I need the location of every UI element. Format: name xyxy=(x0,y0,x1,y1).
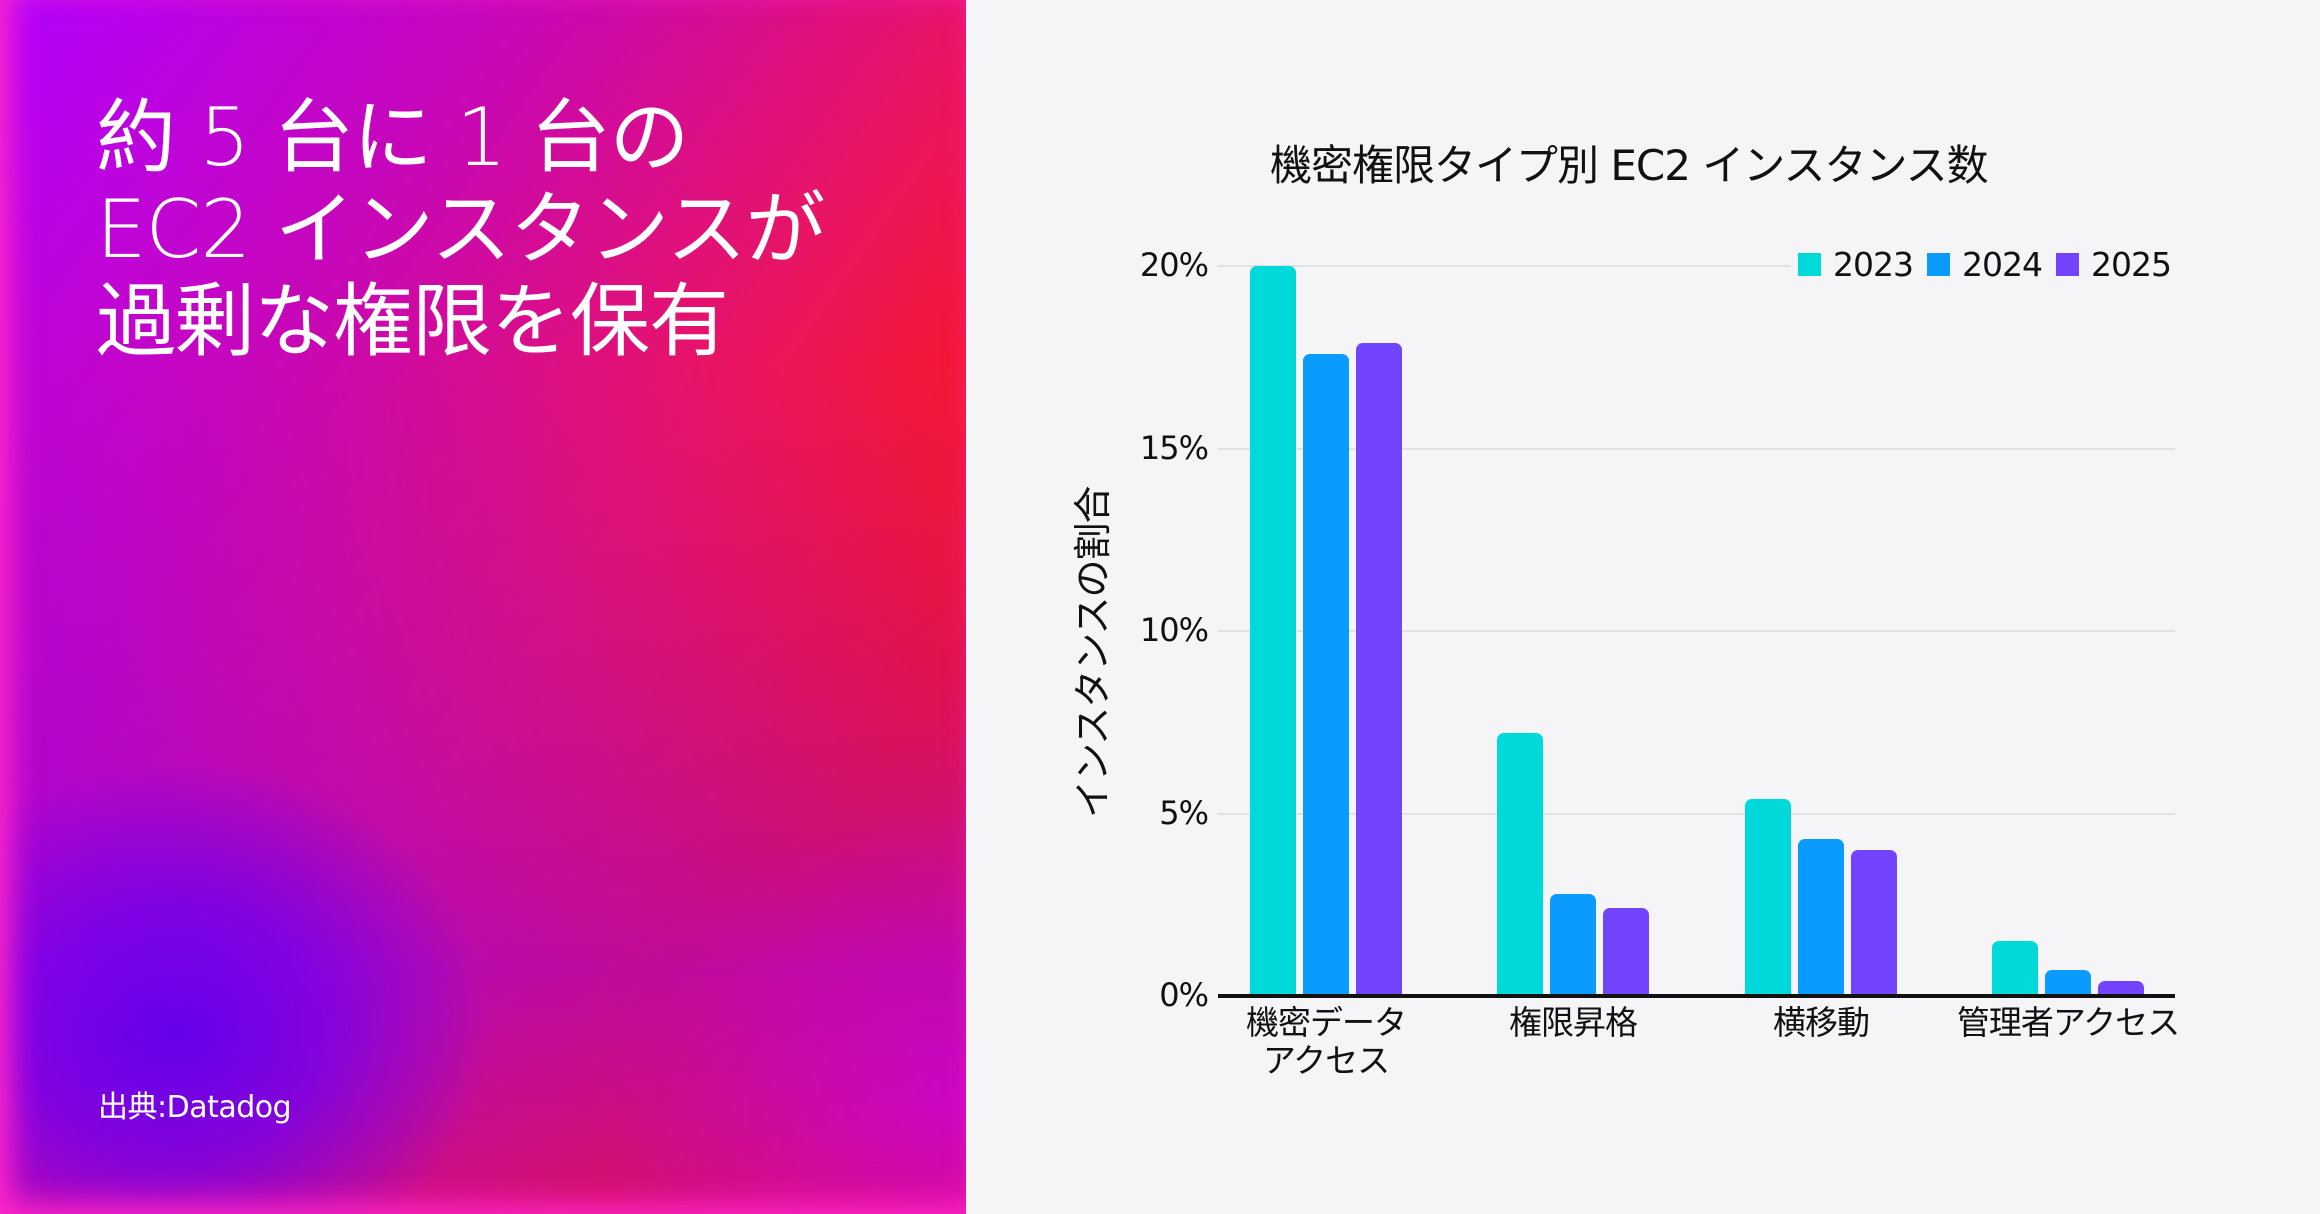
headline-line-2: EC2 インスタンスが xyxy=(96,183,826,276)
y-tick-label: 0% xyxy=(1159,976,1209,1014)
legend-label-2024: 2024 xyxy=(1961,245,2043,284)
y-tick-label: 10% xyxy=(1139,611,1209,649)
bar-2023-cat-1 xyxy=(1497,733,1543,996)
category-line-1: 権限昇格 xyxy=(1509,1003,1638,1042)
y-tick-label: 15% xyxy=(1139,428,1209,467)
headline-line-1: 約 5 台に 1 台の xyxy=(96,91,690,184)
y-axis-label: インスタンスの割合 xyxy=(1071,486,1115,818)
category-line-1: 機密データ xyxy=(1246,1003,1407,1042)
gridline xyxy=(1218,812,2175,815)
y-tick-label: 20% xyxy=(1139,246,1209,284)
bar-2023-cat-3 xyxy=(1992,941,2038,996)
bar-2024-cat-1 xyxy=(1550,893,1596,996)
bar-2025-cat-3 xyxy=(2098,981,2144,996)
bar-2025-cat-1 xyxy=(1603,908,1649,996)
bar-2024-cat-0 xyxy=(1303,353,1349,996)
bar-2025-cat-2 xyxy=(1851,850,1897,996)
gridline xyxy=(1218,447,2175,450)
legend-swatch-2025 xyxy=(2055,253,2079,276)
category-line-1: 横移動 xyxy=(1773,1003,1870,1042)
x-category-label: 機密データ アクセス xyxy=(1196,1004,1456,1080)
bar-2024-cat-3 xyxy=(2045,970,2091,996)
legend-swatch-2023 xyxy=(1798,253,1821,276)
chart-title: 機密権限タイプ別 EC2 インスタンス数 xyxy=(1270,141,1989,190)
category-line-1: 管理者アクセス xyxy=(1956,1003,2180,1042)
x-category-label: 管理者アクセス xyxy=(1938,1004,2198,1042)
source-credit: 出典:Datadog xyxy=(98,1090,292,1125)
legend-item-2024: 2024 xyxy=(1926,245,2043,284)
legend-item-2025: 2025 xyxy=(2055,245,2172,284)
legend-label-2025: 2025 xyxy=(2090,245,2172,284)
x-category-label: 権限昇格 xyxy=(1443,1004,1703,1042)
legend: 2023 2024 2025 xyxy=(1790,245,2179,284)
x-category-label: 横移動 xyxy=(1691,1004,1951,1042)
legend-item-2023: 2023 xyxy=(1798,245,1914,284)
y-tick-label: 5% xyxy=(1159,793,1209,832)
category-line-2: アクセス xyxy=(1262,1041,1390,1080)
bar-2023-cat-0 xyxy=(1250,266,1296,996)
legend-label-2023: 2023 xyxy=(1833,245,1914,284)
bar-2025-cat-0 xyxy=(1356,342,1402,996)
x-axis-baseline xyxy=(1218,994,2175,998)
bar-2023-cat-2 xyxy=(1745,798,1791,996)
headline-panel: 約 5 台に 1 台の EC2 インスタンスが 過剰な権限を保有 出典:Data… xyxy=(0,0,966,1214)
headline: 約 5 台に 1 台の EC2 インスタンスが 過剰な権限を保有 xyxy=(96,91,826,368)
legend-swatch-2024 xyxy=(1926,253,1950,276)
bar-2024-cat-2 xyxy=(1798,839,1844,996)
gridline xyxy=(1218,630,2175,632)
gridline xyxy=(1218,265,2175,267)
headline-line-3: 過剰な権限を保有 xyxy=(96,275,729,368)
